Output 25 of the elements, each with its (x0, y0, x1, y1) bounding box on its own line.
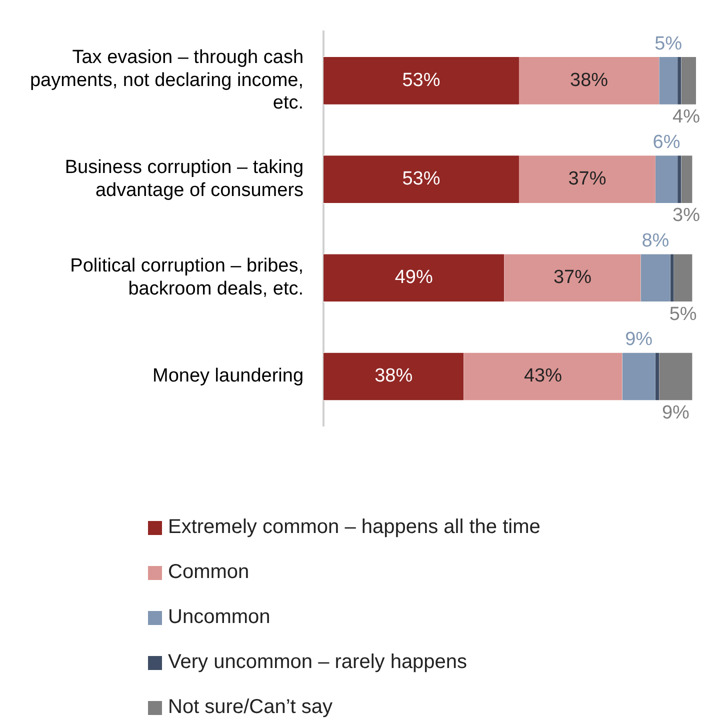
data-label: 9% (625, 329, 653, 350)
data-label: 8% (642, 230, 670, 252)
data-label: 37% (568, 168, 606, 190)
data-label: 38% (374, 366, 413, 387)
data-label: 53% (402, 168, 440, 190)
legend-label: Common (168, 561, 250, 584)
legend-label: Not sure/Can’t say (168, 696, 333, 719)
y-tick-label: Political corruption – bribes, backroom deals, etc. (70, 256, 304, 300)
data-label: 43% (524, 366, 562, 387)
y-tick-label: Business corruption – taking advantage of consumers (64, 157, 304, 201)
y-tick-label: Money laundering (152, 366, 304, 387)
data-label: 6% (652, 132, 680, 153)
legend-label: Extremely common – happens all the time (168, 516, 540, 539)
data-label: 4% (672, 106, 700, 128)
data-label: 3% (672, 205, 700, 226)
legend-label: Uncommon (168, 606, 270, 629)
data-label: 5% (669, 304, 697, 325)
data-label: 9% (662, 402, 690, 424)
data-label: 53% (402, 70, 440, 91)
data-label: 5% (654, 33, 682, 54)
data-label: 49% (394, 267, 433, 288)
y-tick-label: Tax evasion – through cash payments, not declaring income, etc. (30, 47, 304, 114)
data-label: 37% (553, 267, 592, 288)
legend-label: Very uncommon – rarely happens (168, 651, 468, 674)
data-label: 38% (570, 70, 608, 91)
